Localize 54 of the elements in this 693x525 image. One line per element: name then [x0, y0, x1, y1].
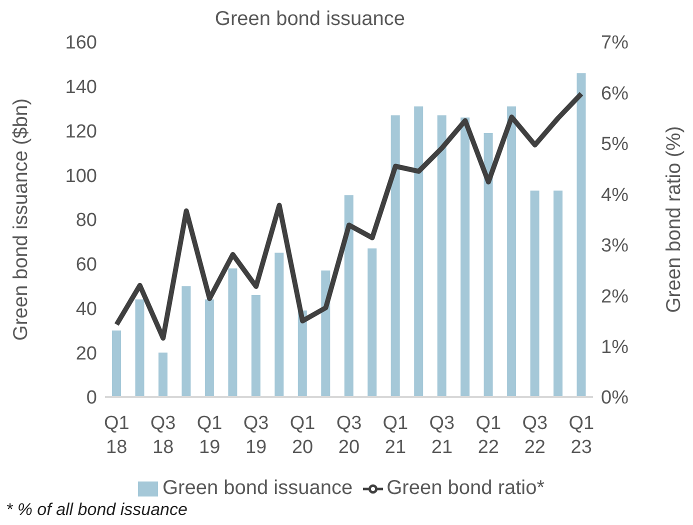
bar [484, 132, 493, 397]
x-tick-label: Q1 22 [476, 413, 502, 458]
y-tick-label: 120 [65, 121, 97, 142]
chart-title: Green bond issuance [214, 8, 406, 31]
bar [204, 299, 214, 397]
x-tick-label: Q3 21 [429, 413, 455, 458]
y-tick-label: 20 [76, 343, 97, 364]
y2-tick-label: 5% [601, 134, 629, 156]
y2-tick-label: 4% [601, 184, 629, 206]
legend-label: Green bond ratio* [386, 477, 545, 499]
legend-label: Green bond issuance [162, 477, 353, 499]
y2-tick-label: 3% [601, 236, 629, 257]
bar [414, 106, 424, 397]
bar [274, 252, 284, 397]
y-tick-label: 160 [65, 32, 97, 54]
y2-axis-title: Green bond ratio (%) [663, 126, 686, 313]
x-tick-label: Q3 19 [243, 413, 269, 458]
bar [158, 352, 168, 397]
bar [135, 299, 144, 397]
bar [112, 330, 121, 397]
bar [368, 248, 377, 397]
x-tick-label: Q1 19 [196, 413, 222, 458]
bar [182, 286, 191, 397]
bar [576, 73, 586, 397]
bar [530, 190, 540, 397]
y-tick-label: 140 [65, 77, 97, 98]
y2-tick-label: 0% [601, 388, 629, 409]
y-axis-title: Green bond issuance ($bn) [10, 98, 32, 341]
x-tick-label: Q1 18 [104, 413, 130, 458]
bar [460, 117, 470, 397]
y-tick-label: 40 [76, 298, 97, 320]
bar [321, 270, 330, 397]
y-tick-label: 80 [76, 210, 97, 232]
bar [554, 190, 563, 397]
x-tick-label: Q1 20 [290, 413, 316, 458]
bar [344, 195, 354, 397]
bar [251, 294, 260, 397]
x-tick-label: Q3 20 [336, 413, 362, 458]
y2-tick-label: 2% [601, 286, 629, 308]
y-tick-label: 0 [86, 388, 97, 409]
x-tick-label: Q1 23 [568, 413, 594, 458]
x-tick-label: Q3 22 [522, 413, 548, 458]
bar [437, 115, 446, 397]
y-tick-label: 100 [65, 166, 97, 187]
y2-tick-label: 7% [601, 32, 629, 54]
bar [507, 106, 516, 397]
x-tick-label: Q3 18 [150, 413, 176, 458]
y2-tick-label: 6% [601, 83, 629, 104]
x-tick-label: Q1 21 [382, 413, 408, 458]
bar [228, 268, 238, 397]
y-tick-label: 60 [76, 254, 97, 276]
text: * % of all bond issuance [6, 500, 188, 520]
bar [390, 115, 400, 397]
y2-tick-label: 1% [601, 337, 629, 358]
